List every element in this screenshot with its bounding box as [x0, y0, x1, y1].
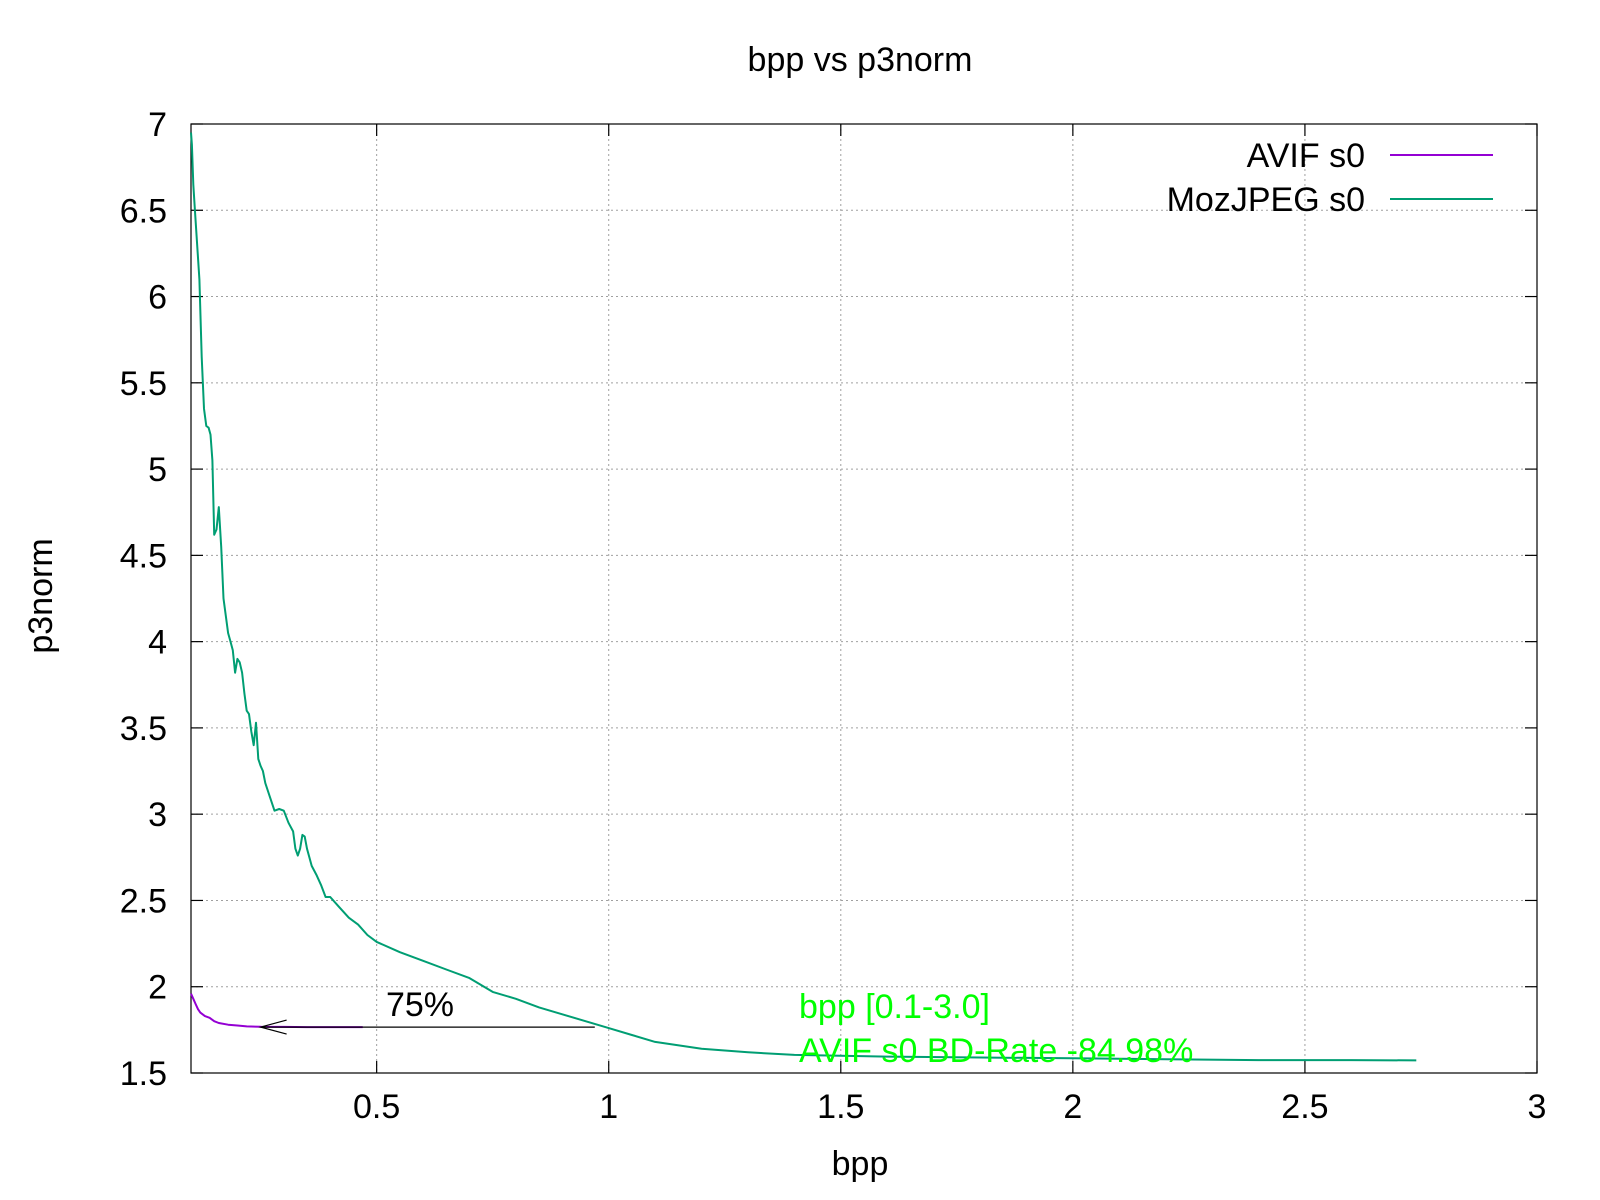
y-tick-label: 5: [148, 451, 167, 489]
y-tick-label: 3.5: [120, 710, 167, 748]
y-tick-label: 3: [148, 796, 167, 834]
bd-rate-label: AVIF s0 BD-Rate -84.98%: [799, 1032, 1193, 1070]
annotation-layer: 75% bpp [0.1-3.0] AVIF s0 BD-Rate -84.98%: [258, 986, 1193, 1070]
bd-range-label: bpp [0.1-3.0]: [799, 988, 990, 1026]
ticks: 0.5 1 1.5 2 2.5 3 1.5 2 2.5 3 3.5 4 4.5 5 5.5 6 6.5 7: [120, 106, 1547, 1126]
series-layer: [190, 132, 1417, 1062]
arrow-label: 75%: [386, 986, 454, 1024]
series-line-avif: [190, 993, 363, 1029]
series-line-mozjpeg: [190, 132, 1417, 1062]
x-tick-label: 3: [1528, 1088, 1547, 1126]
x-tick-label: 2.5: [1281, 1088, 1328, 1126]
x-tick-label: 0.5: [353, 1088, 400, 1126]
arrow-head: [258, 1019, 287, 1035]
y-tick-label: 5.5: [120, 365, 167, 403]
x-tick-label: 1.5: [817, 1088, 864, 1126]
y-tick-label: 2: [148, 969, 167, 1007]
plot-border: [190, 123, 1538, 1074]
y-tick-label: 4.5: [120, 537, 167, 575]
y-tick-label: 6.5: [120, 192, 167, 230]
y-tick-label: 1.5: [120, 1055, 167, 1093]
legend-label: AVIF s0: [1247, 137, 1365, 175]
chart-title: bpp vs p3norm: [748, 41, 973, 79]
legend-label: MozJPEG s0: [1167, 181, 1365, 219]
x-axis-label: bpp: [832, 1145, 889, 1183]
legend: AVIF s0 MozJPEG s0: [1167, 137, 1493, 219]
y-tick-label: 6: [148, 279, 167, 317]
y-tick-label: 4: [148, 624, 167, 662]
grid: [191, 124, 1537, 1073]
x-tick-label: 2: [1063, 1088, 1082, 1126]
y-tick-label: 2.5: [120, 882, 167, 920]
x-tick-label: 1: [599, 1088, 618, 1126]
y-tick-label: 7: [148, 106, 167, 144]
y-axis-label: p3norm: [22, 538, 60, 653]
